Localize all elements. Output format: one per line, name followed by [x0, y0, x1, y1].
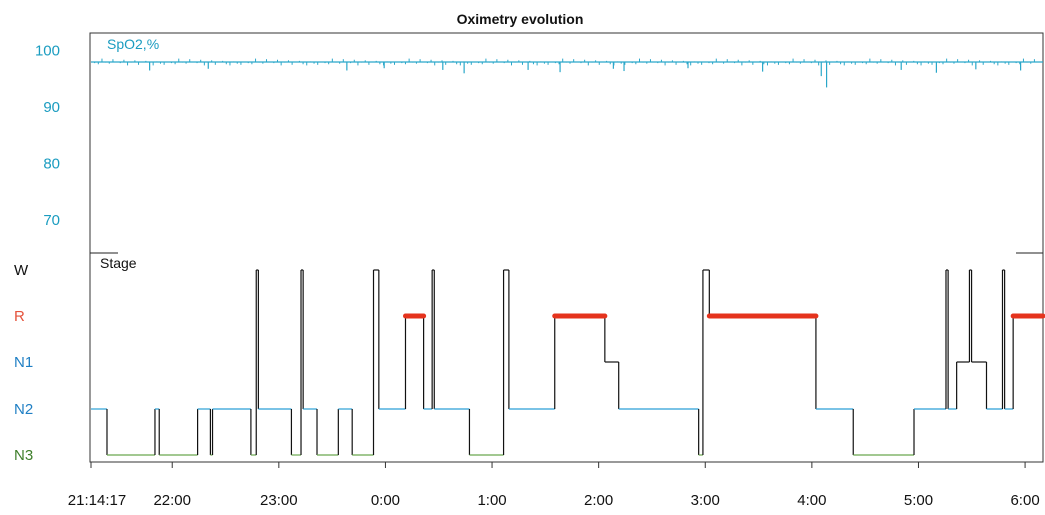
stage-y-tick-n2: N2 — [14, 401, 33, 418]
x-tick-label: 2:00 — [584, 492, 613, 509]
stage-y-tick-n1: N1 — [14, 354, 33, 371]
spo2-panel: SpO2,% 100 90 80 70 — [35, 36, 1043, 229]
stage-series-label: Stage — [100, 255, 137, 271]
spo2-y-tick-label: 80 — [43, 156, 60, 173]
x-tick-label: 0:00 — [371, 492, 400, 509]
hypnogram — [91, 269, 1043, 456]
spo2-y-tick-label: 70 — [43, 212, 60, 229]
stage-y-tick-n3: N3 — [14, 447, 33, 464]
plot-frame — [89, 32, 1044, 463]
x-tick-label: 21:14:17 — [68, 492, 126, 509]
stage-panel: Stage W R N1 N2 N3 — [14, 255, 1045, 464]
time-axis: 21:14:17 22:00 23:00 0:00 1:00 2:00 3:00 4:00 5:… — [68, 462, 1040, 509]
x-tick-label: 5:00 — [904, 492, 933, 509]
x-tick-label: 3:00 — [691, 492, 720, 509]
x-tick-label: 6:00 — [1010, 492, 1039, 509]
stage-y-tick-w: W — [14, 262, 29, 279]
x-tick-label: 4:00 — [797, 492, 826, 509]
stage-y-tick-r: R — [14, 308, 25, 325]
stage-y-axis: W R N1 N2 N3 — [14, 262, 33, 464]
spo2-y-tick-label: 90 — [43, 99, 60, 116]
spo2-y-axis: 100 90 80 70 — [35, 43, 60, 229]
spo2-series-label: SpO2,% — [107, 36, 159, 52]
x-tick-label: 22:00 — [153, 492, 191, 509]
x-tick-label: 1:00 — [477, 492, 506, 509]
spo2-line — [91, 58, 1043, 88]
chart-title: Oximetry evolution — [457, 11, 584, 27]
x-tick-label: 23:00 — [260, 492, 298, 509]
spo2-y-tick-label: 100 — [35, 43, 60, 60]
